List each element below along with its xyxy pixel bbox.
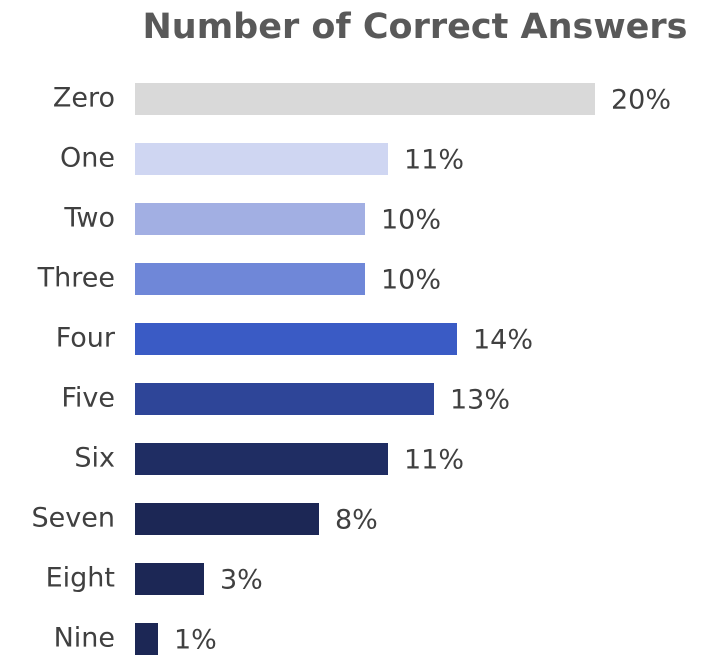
category-label: One [60,143,115,174]
category-label: Two [63,203,115,234]
category-label: Nine [54,623,115,654]
value-label: 1% [174,625,217,655]
category-label: Zero [53,83,115,114]
bar [135,263,365,295]
category-label: Four [56,323,116,354]
value-label: 8% [335,505,378,536]
value-label: 13% [450,385,510,416]
value-label: 3% [220,565,263,596]
value-label: 11% [404,145,464,176]
bar [135,143,388,175]
category-label: Six [74,443,115,474]
bar [135,503,319,535]
bar [135,83,595,115]
value-label: 14% [473,325,533,356]
value-label: 10% [381,265,441,296]
bar [135,383,434,415]
category-label: Three [37,263,115,294]
bar [135,563,204,595]
value-label: 11% [404,445,464,476]
category-label: Eight [46,563,115,594]
bar [135,623,158,655]
value-label: 10% [381,205,441,236]
chart-title: Number of Correct Answers [142,7,687,47]
value-label: 20% [611,85,671,116]
category-label: Seven [32,503,115,534]
bar [135,323,457,355]
category-label: Five [61,383,115,414]
bar [135,203,365,235]
bar [135,443,388,475]
